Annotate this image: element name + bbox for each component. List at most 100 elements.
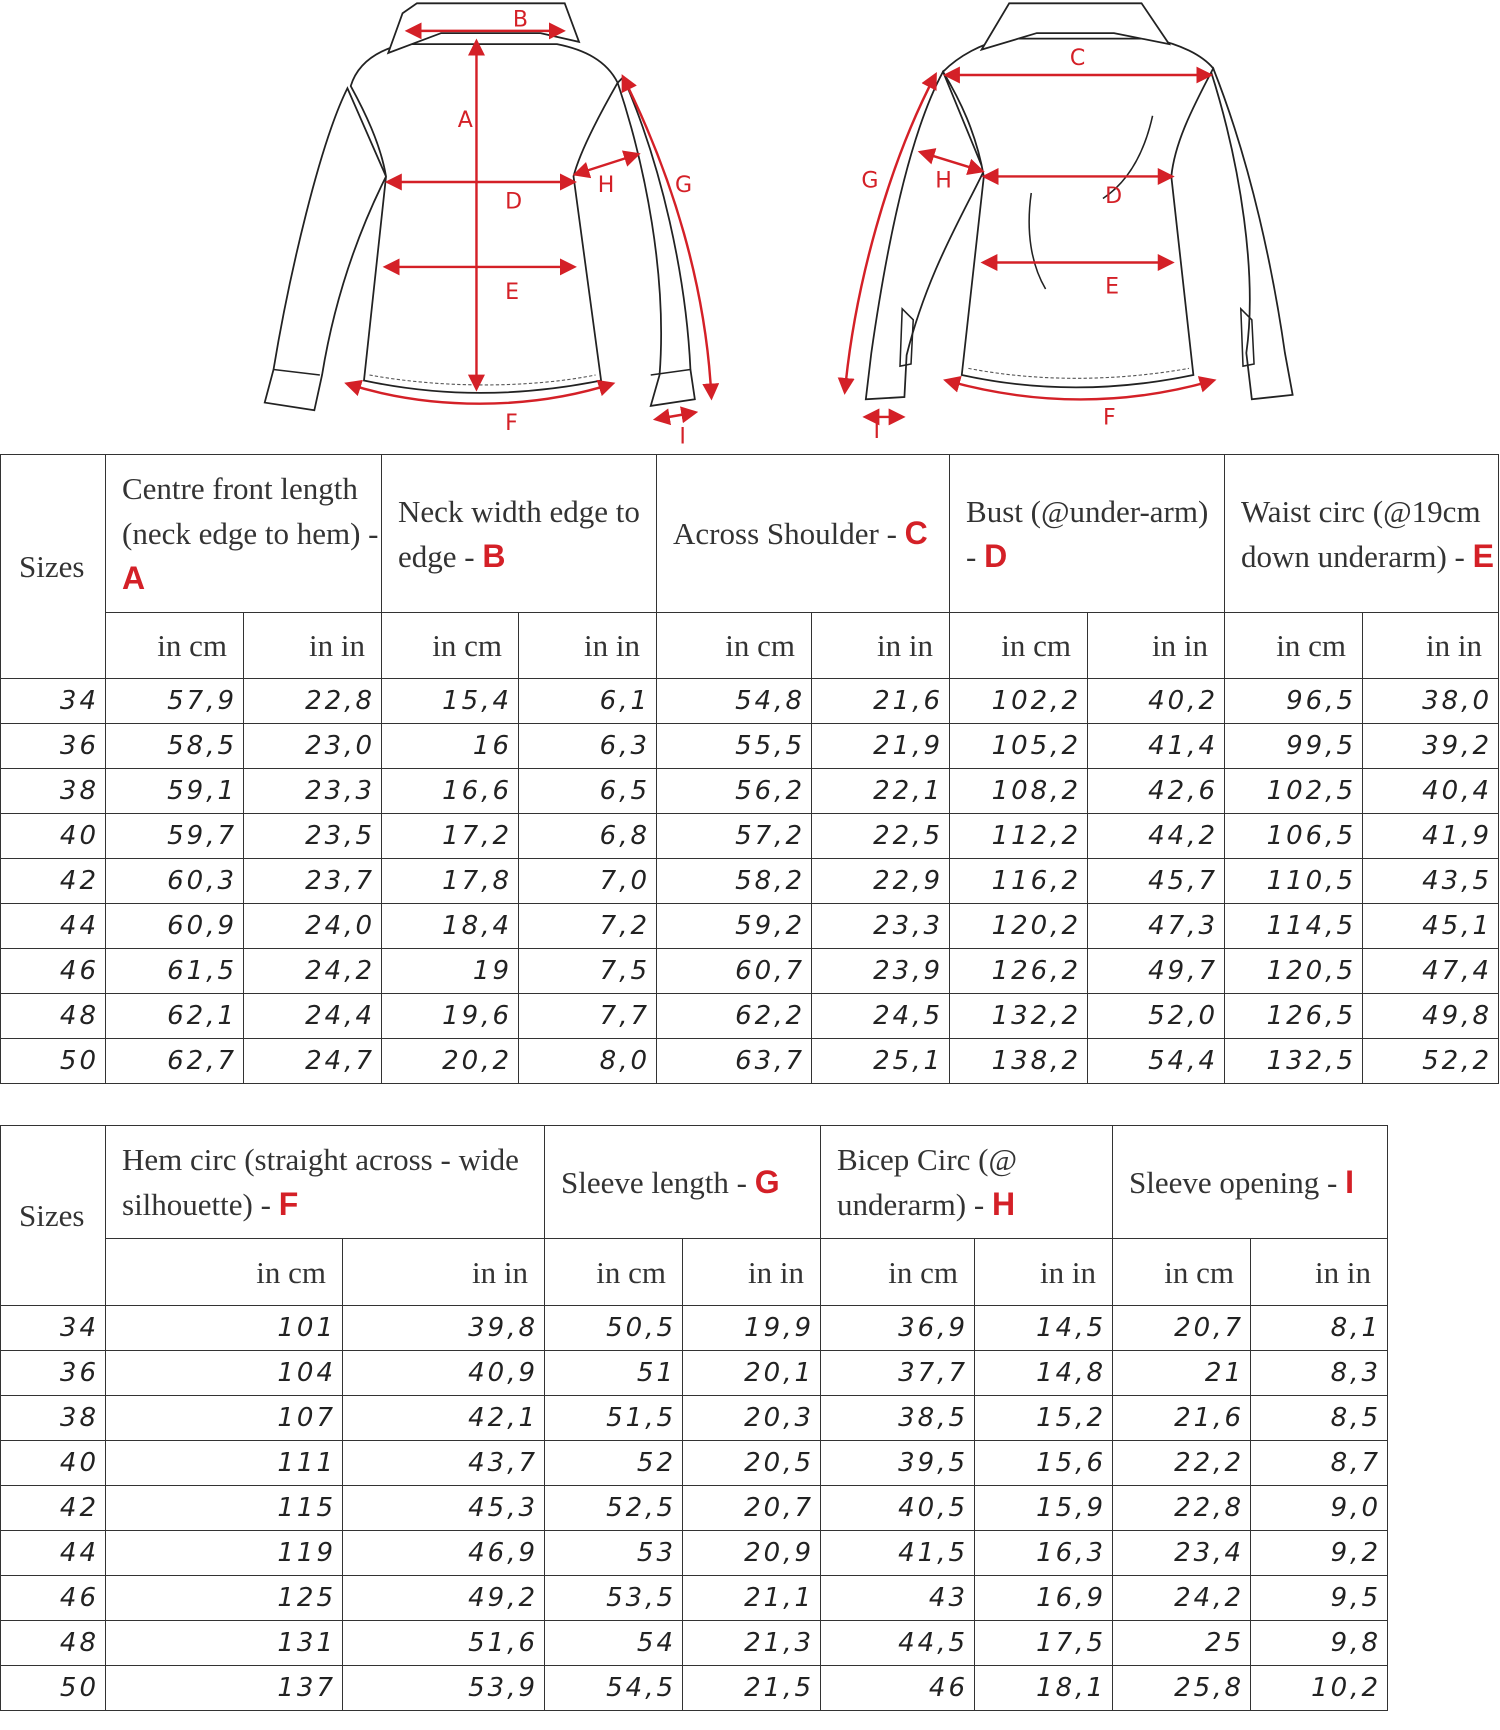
unit-cm-header: in cm	[381, 612, 520, 679]
value-cell: 21,6	[1112, 1395, 1251, 1441]
measurement-header: Hem circ (straight across - wide silhoue…	[105, 1125, 545, 1239]
value-cell: 39,8	[342, 1305, 545, 1351]
value-cell: 44,5	[820, 1620, 975, 1666]
measurement-header: Neck width edge to edge - B	[381, 454, 658, 613]
value-cell: 19	[381, 948, 520, 994]
value-cell: 120,2	[949, 903, 1089, 949]
label-f: F	[1103, 406, 1116, 431]
size-cell: 36	[0, 723, 106, 769]
value-cell: 47,3	[1087, 903, 1226, 949]
value-cell: 56,2	[656, 768, 813, 814]
value-cell: 7,5	[518, 948, 658, 994]
value-cell: 40,2	[1087, 678, 1226, 724]
value-cell: 40,5	[820, 1485, 975, 1531]
value-cell: 25	[1112, 1620, 1251, 1666]
value-cell: 41,9	[1362, 813, 1500, 859]
value-cell: 49,2	[342, 1575, 545, 1621]
value-cell: 44,2	[1087, 813, 1226, 859]
shirt-measurement-diagram: A B D E F G H I C D E F G H I	[263, 2, 1294, 449]
size-cell: 48	[0, 1620, 106, 1666]
table-row: 48 131 51,6 54 21,3 44,5 17,5 25 9,8	[0, 1620, 1388, 1666]
size-cell: 42	[0, 1485, 106, 1531]
value-cell: 46	[820, 1665, 975, 1711]
value-cell: 23,3	[242, 768, 383, 814]
value-cell: 55,5	[656, 723, 813, 769]
measurement-header: Sleeve length - G	[544, 1125, 821, 1239]
table-row: 42 115 45,3 52,5 20,7 40,5 15,9 22,8 9,0	[0, 1485, 1388, 1531]
value-cell: 45,1	[1362, 903, 1500, 949]
value-cell: 45,3	[342, 1485, 545, 1531]
size-cell: 38	[0, 768, 106, 814]
value-cell: 20,9	[682, 1530, 821, 1576]
unit-row: in cm in in in cm in in in cm in in in cm in in	[1, 1238, 1388, 1306]
value-cell: 46,9	[342, 1530, 545, 1576]
value-cell: 39,5	[820, 1440, 975, 1486]
value-cell: 47,4	[1362, 948, 1500, 994]
value-cell: 126,5	[1224, 993, 1364, 1039]
value-cell: 24,7	[242, 1038, 383, 1084]
table-row: 36 58,5 23,0 16 6,3 55,5 21,9 105,2 41,4 99,5 39,2	[0, 723, 1500, 769]
measurement-key: E	[1472, 537, 1494, 574]
value-cell: 54,4	[1087, 1038, 1226, 1084]
size-cell: 50	[0, 1038, 106, 1084]
value-cell: 60,9	[105, 903, 244, 949]
value-cell: 25,8	[1112, 1665, 1251, 1711]
measurement-title: Bicep Circ (@ underarm) -	[837, 1142, 1018, 1222]
value-cell: 38,5	[820, 1395, 975, 1441]
value-cell: 10,2	[1250, 1665, 1388, 1711]
value-cell: 6,1	[518, 678, 658, 724]
value-cell: 42,1	[342, 1395, 545, 1441]
unit-in-header: in in	[242, 612, 383, 679]
unit-in-header: in in	[1087, 612, 1226, 679]
value-cell: 24,0	[242, 903, 383, 949]
measurement-header: Across Shoulder - C	[656, 454, 951, 613]
value-cell: 43,5	[1362, 858, 1500, 904]
size-cell: 34	[0, 678, 106, 724]
size-cell: 44	[0, 1530, 106, 1576]
unit-cm-header: in cm	[949, 612, 1089, 679]
table-row: 48 62,1 24,4 19,6 7,7 62,2 24,5 132,2 52,0 126,5 4…	[0, 993, 1500, 1039]
value-cell: 21,3	[682, 1620, 821, 1666]
value-cell: 106,5	[1224, 813, 1364, 859]
value-cell: 54,8	[656, 678, 813, 724]
measurement-key: D	[984, 537, 1008, 574]
size-cell: 50	[0, 1665, 106, 1711]
measurement-header: Waist circ (@19cm down underarm) - E	[1224, 454, 1500, 613]
value-cell: 21	[1112, 1350, 1251, 1396]
value-cell: 15,2	[974, 1395, 1113, 1441]
value-cell: 49,8	[1362, 993, 1500, 1039]
value-cell: 23,4	[1112, 1530, 1251, 1576]
value-cell: 20,1	[682, 1350, 821, 1396]
value-cell: 126,2	[949, 948, 1089, 994]
value-cell: 43	[820, 1575, 975, 1621]
value-cell: 58,2	[656, 858, 813, 904]
value-cell: 39,2	[1362, 723, 1500, 769]
label-h: H	[935, 169, 952, 194]
value-cell: 60,3	[105, 858, 244, 904]
measurement-title: Waist circ (@19cm down underarm) -	[1241, 493, 1481, 574]
table-row: 38 59,1 23,3 16,6 6,5 56,2 22,1 108,2 42,6 102,5 4…	[0, 768, 1500, 814]
value-cell: 40,9	[342, 1350, 545, 1396]
value-cell: 138,2	[949, 1038, 1089, 1084]
value-cell: 16,3	[974, 1530, 1113, 1576]
table-row: 40 59,7 23,5 17,2 6,8 57,2 22,5 112,2 44,2 106,5 4…	[0, 813, 1500, 859]
measurement-key: I	[1345, 1163, 1354, 1200]
value-cell: 62,7	[105, 1038, 244, 1084]
label-g: G	[675, 173, 692, 198]
value-cell: 59,1	[105, 768, 244, 814]
value-cell: 14,5	[974, 1305, 1113, 1351]
label-f: F	[505, 411, 518, 436]
value-cell: 20,2	[381, 1038, 520, 1084]
unit-cm-header: in cm	[105, 612, 244, 679]
value-cell: 8,0	[518, 1038, 658, 1084]
value-cell: 102,2	[949, 678, 1089, 724]
value-cell: 7,0	[518, 858, 658, 904]
label-e: E	[505, 280, 519, 305]
value-cell: 52,0	[1087, 993, 1226, 1039]
measurement-header: Bust (@under-arm) - D	[949, 454, 1226, 613]
size-cell: 40	[0, 1440, 106, 1486]
value-cell: 15,4	[381, 678, 520, 724]
unit-row: in cm in in in cm in in in cm in in in cm in in…	[1, 612, 1500, 679]
value-cell: 8,7	[1250, 1440, 1388, 1486]
value-cell: 20,7	[1112, 1305, 1251, 1351]
